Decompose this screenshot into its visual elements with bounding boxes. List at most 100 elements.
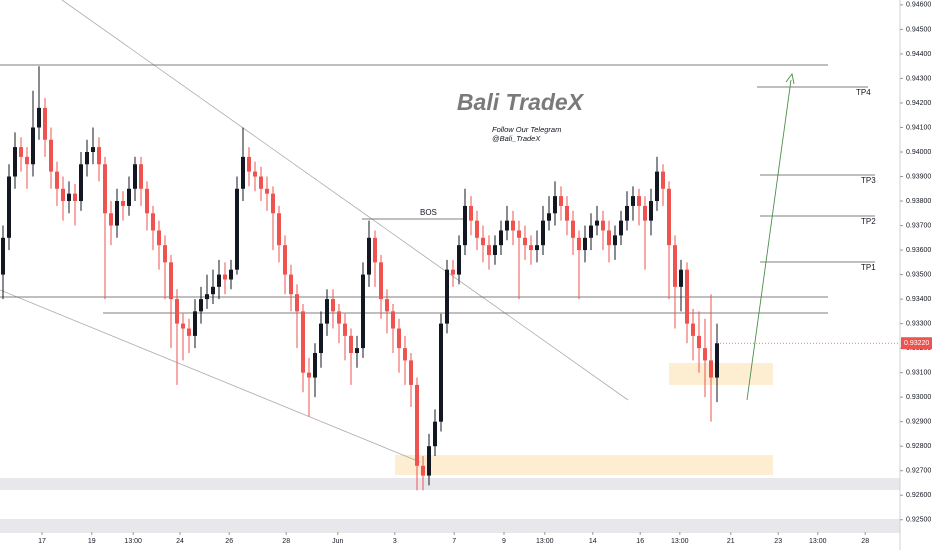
candle-body [667,188,671,246]
candle-body [31,127,35,165]
candle-body [373,237,377,263]
subtitle: @Bali_TradeX [492,134,541,143]
candle-body [697,335,701,349]
candle-body [433,421,437,447]
x-tick-label: 21 [727,538,735,545]
last-price-box [901,337,932,350]
candle-body [475,220,479,238]
candle-body [379,262,383,300]
candle-body [37,107,41,128]
tp-label: TP4 [856,88,871,97]
candle-body [703,348,707,361]
candle-body [271,193,275,214]
candle-body [133,164,137,189]
candle-body [217,274,221,287]
candle-body [25,156,29,165]
candle-body [259,176,263,189]
y-tick-label: 0.92800 [906,443,931,450]
candle-body [127,188,131,206]
candle-body [157,230,161,246]
candle-body [247,156,251,172]
candle-body [319,323,323,354]
x-tick-label: 14 [589,538,597,545]
candle-body [625,205,629,221]
y-tick-label: 0.94200 [906,100,931,107]
candle-body [61,188,65,202]
candle-body [571,220,575,238]
candle-body [313,353,317,378]
candle-body [55,171,59,189]
x-tick-label: 16 [636,538,644,545]
candle-body [331,299,335,312]
candle-body [199,299,203,312]
candle-body [565,205,569,221]
candle-body [589,225,593,238]
x-tick-label: 26 [225,538,233,545]
candle-body [193,311,197,336]
candle-body [619,220,623,236]
demand-zone [669,363,773,385]
candle-body [85,152,89,165]
trendline [61,0,629,401]
x-tick-label: 19 [88,538,96,545]
candle-body [559,196,563,206]
candle-body [535,245,539,251]
candle-body [241,156,245,189]
y-tick-label: 0.93100 [906,369,931,376]
y-tick-label: 0.93800 [906,198,931,205]
arrow [746,79,792,401]
candle-body [121,201,125,206]
x-tick-label: 28 [282,538,290,545]
candle-body [421,465,425,476]
y-tick-label: 0.92900 [906,419,931,426]
candle-body [13,147,17,177]
candle-body [337,311,341,324]
candle-body [469,205,473,221]
watermark: Bali TradeX [457,89,585,115]
candle-body [715,343,719,378]
tp-label: TP1 [861,263,876,272]
candle-body [139,164,143,189]
candle-body [577,237,581,251]
x-tick-label: 23 [774,538,782,545]
candle-body [7,176,11,238]
y-tick-label: 0.94300 [906,75,931,82]
candle-body [301,311,305,373]
candle-body [385,299,389,312]
candle-body [523,237,527,246]
subtitle: Follow Our Telegram [492,125,561,134]
tp-label: TP3 [861,176,876,185]
y-tick-label: 0.93600 [906,247,931,254]
candle-body [403,348,407,361]
candle-body [211,286,215,295]
candle-body [547,213,551,221]
x-tick-label: 13:00 [124,538,142,545]
trendline [0,289,421,463]
candle-body [673,245,677,287]
candle-body [283,245,287,275]
candles [1,66,719,491]
y-tick-label: 0.93000 [906,394,931,401]
candle-body [187,328,191,336]
candle-body [49,139,53,172]
candle-body [325,299,329,324]
candle-body [499,230,503,246]
x-tick-label: 9 [502,538,506,545]
x-tick-label: 17 [38,538,46,545]
candle-body [595,220,599,226]
candle-body [349,335,353,354]
candle-body [691,323,695,336]
y-tick-label: 0.93400 [906,296,931,303]
y-tick-label: 0.92700 [906,468,931,475]
arrow-head [785,72,795,85]
candle-body [661,171,665,189]
candle-body [361,274,365,349]
candle-body [445,269,449,324]
y-tick-label: 0.94500 [906,26,931,33]
candle-body [151,213,155,231]
x-tick-label: 28 [861,538,869,545]
candle-body [115,201,119,226]
candle-body [277,213,281,246]
candle-body [19,147,23,157]
